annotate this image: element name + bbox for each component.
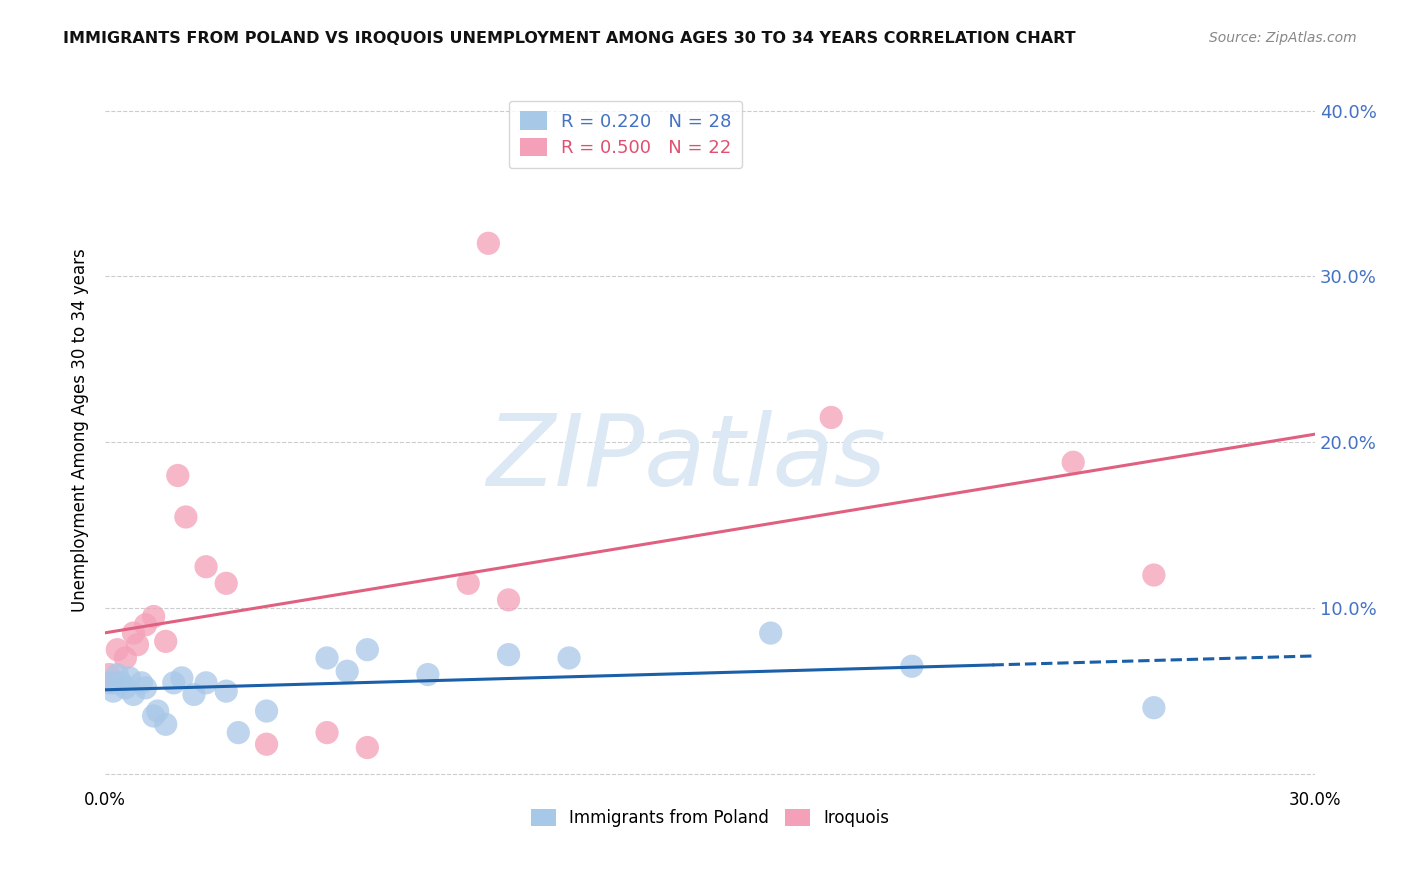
Text: IMMIGRANTS FROM POLAND VS IROQUOIS UNEMPLOYMENT AMONG AGES 30 TO 34 YEARS CORREL: IMMIGRANTS FROM POLAND VS IROQUOIS UNEMP… [63, 31, 1076, 46]
Point [98, 676, 121, 690]
Point [256, 737, 278, 751]
Point [498, 593, 520, 607]
Point [558, 651, 581, 665]
Point [163, 676, 186, 690]
Point [122, 688, 145, 702]
Point [166, 468, 188, 483]
Point [131, 676, 153, 690]
Point [356, 740, 378, 755]
Point [820, 410, 842, 425]
Point [155, 634, 177, 648]
Point [195, 559, 218, 574]
Point [1062, 455, 1084, 469]
Point [1143, 568, 1166, 582]
Point [114, 681, 136, 695]
Point [103, 684, 125, 698]
Point [170, 671, 193, 685]
Point [416, 667, 439, 681]
Point [105, 667, 128, 681]
Y-axis label: Unemployment Among Ages 30 to 34 years: Unemployment Among Ages 30 to 34 years [72, 248, 89, 612]
Point [356, 642, 378, 657]
Point [142, 609, 165, 624]
Point [98, 667, 121, 681]
Point [1143, 700, 1166, 714]
Point [135, 681, 157, 695]
Point [183, 688, 205, 702]
Point [174, 510, 197, 524]
Point [114, 651, 136, 665]
Point [256, 704, 278, 718]
Point [759, 626, 782, 640]
Point [457, 576, 479, 591]
Point [316, 725, 339, 739]
Point [122, 626, 145, 640]
Point [215, 576, 238, 591]
Point [316, 651, 339, 665]
Point [127, 638, 149, 652]
Point [135, 617, 157, 632]
Point [336, 664, 359, 678]
Text: ZIPatlas: ZIPatlas [486, 409, 886, 507]
Point [498, 648, 520, 662]
Point [215, 684, 238, 698]
Point [105, 642, 128, 657]
Point [477, 236, 499, 251]
Point [901, 659, 924, 673]
Point [155, 717, 177, 731]
Point [118, 671, 141, 685]
Point [146, 704, 169, 718]
Text: Source: ZipAtlas.com: Source: ZipAtlas.com [1209, 31, 1357, 45]
Point [195, 676, 218, 690]
Point [226, 725, 249, 739]
Point [103, 676, 125, 690]
Point [142, 709, 165, 723]
Point [110, 676, 132, 690]
Legend: Immigrants from Poland, Iroquois: Immigrants from Poland, Iroquois [524, 803, 897, 834]
